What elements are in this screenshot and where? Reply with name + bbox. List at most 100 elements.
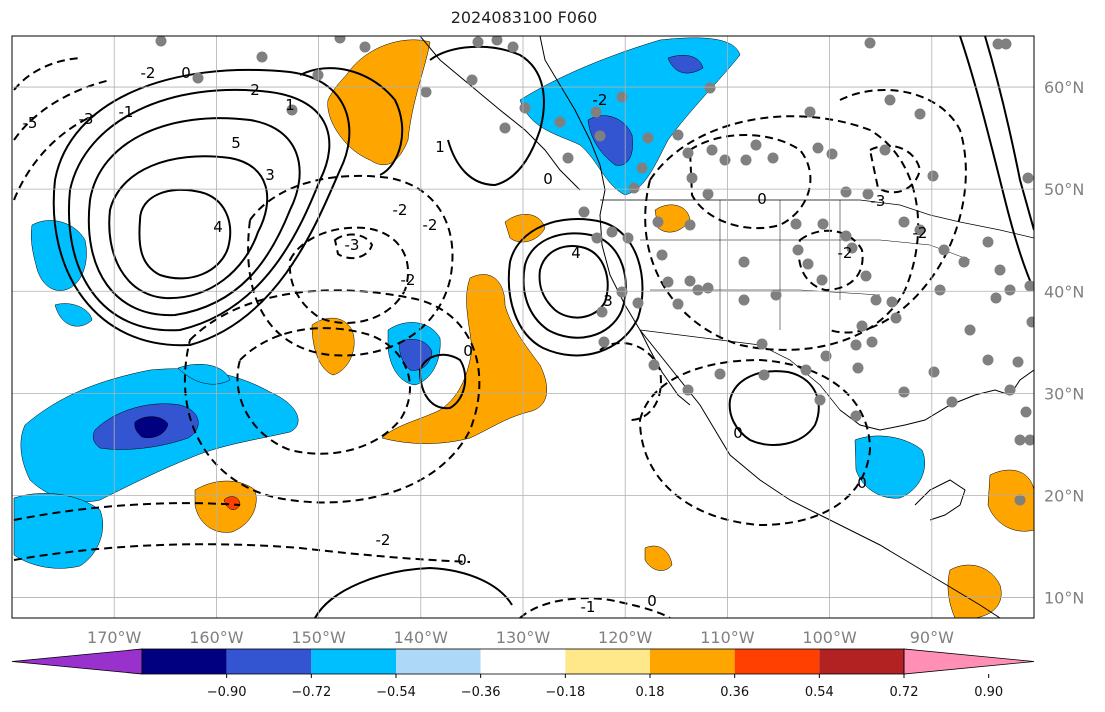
contour-label: -3 bbox=[79, 110, 94, 128]
station-dot bbox=[1012, 356, 1024, 368]
contour-label: -2 bbox=[593, 91, 608, 109]
station-dot bbox=[958, 256, 970, 268]
station-dot bbox=[702, 188, 714, 200]
station-dot bbox=[927, 170, 939, 182]
station-dot bbox=[898, 386, 910, 398]
positive-anomaly-central bbox=[311, 317, 355, 376]
map-title: 2024083100 F060 bbox=[450, 8, 598, 27]
negative-anomaly-tropical-band-2 bbox=[177, 363, 231, 385]
station-dot bbox=[982, 236, 994, 248]
station-dot bbox=[934, 284, 946, 296]
station-dot bbox=[866, 336, 878, 348]
contour-label: 0 bbox=[757, 190, 767, 208]
tropical-trough-2 bbox=[13, 502, 241, 521]
station-dot bbox=[890, 312, 902, 324]
negative-anomaly-bc-core bbox=[587, 115, 633, 166]
contour-label: -2 bbox=[393, 201, 408, 219]
station-dot bbox=[800, 364, 812, 376]
negative-anomaly-tropical-deep bbox=[134, 416, 169, 438]
high-contour-inner bbox=[138, 188, 232, 280]
station-dot bbox=[656, 249, 668, 261]
station-dot bbox=[770, 289, 782, 301]
longitude-tick-label: 90°W bbox=[910, 628, 954, 647]
station-dot bbox=[994, 264, 1006, 276]
colorbar-segment bbox=[565, 649, 650, 674]
contour-label: -1 bbox=[119, 103, 134, 121]
positive-anomaly-caribbean bbox=[987, 469, 1034, 532]
longitude-tick-label: 140°W bbox=[394, 628, 449, 647]
plains-trough-1 bbox=[688, 134, 812, 230]
station-dot bbox=[826, 148, 838, 160]
station-dot bbox=[616, 91, 628, 103]
contour-label: 0 bbox=[857, 474, 867, 492]
atlantic-high-2 bbox=[984, 36, 1034, 231]
station-dot bbox=[672, 129, 684, 141]
station-dot bbox=[702, 282, 714, 294]
station-dot bbox=[466, 74, 478, 86]
longitude-tick-label: 120°W bbox=[598, 628, 653, 647]
station-dot bbox=[914, 224, 926, 236]
station-dot bbox=[738, 256, 750, 268]
station-dot bbox=[1014, 434, 1026, 446]
station-dot bbox=[1004, 384, 1016, 396]
station-dot bbox=[594, 130, 606, 142]
high-contour-2 bbox=[108, 155, 269, 300]
station-dot bbox=[990, 292, 1002, 304]
station-dot bbox=[856, 320, 868, 332]
station-dot bbox=[814, 394, 826, 406]
station-dot bbox=[578, 206, 590, 218]
mid-trough-3 bbox=[247, 174, 454, 357]
station-dot bbox=[938, 244, 950, 256]
hawaii-high bbox=[418, 353, 467, 410]
mexico-trough bbox=[638, 358, 872, 527]
graticule bbox=[12, 36, 1034, 618]
contour-label: 1 bbox=[285, 96, 295, 114]
station-dot bbox=[714, 368, 726, 380]
colorbar-segment bbox=[734, 649, 820, 674]
contour-label: 0 bbox=[543, 170, 553, 188]
colorbar-segment bbox=[480, 649, 566, 674]
station-dot bbox=[590, 106, 602, 118]
station-dot bbox=[719, 154, 731, 166]
station-dot bbox=[802, 258, 814, 270]
low-ca-1 bbox=[538, 245, 609, 319]
station-dot bbox=[758, 369, 770, 381]
station-dot bbox=[738, 294, 750, 306]
station-dot bbox=[359, 41, 371, 53]
station-dot bbox=[499, 122, 511, 134]
station-dot bbox=[636, 162, 648, 174]
station-dot bbox=[750, 139, 762, 151]
station-dot bbox=[1020, 406, 1032, 418]
contour-label: 3 bbox=[265, 166, 275, 184]
station-dot bbox=[596, 306, 608, 318]
contour-labels: -5 -3 -1 -2 0 5 4 3 2 1 -2 -3 -2 4 3 0 -2 0 1 -2 -3 0 -2 -2 0 -1 0… bbox=[23, 64, 928, 616]
colorbar-tick-label: −0.54 bbox=[376, 685, 416, 700]
station-dot bbox=[879, 144, 891, 156]
station-dot bbox=[756, 338, 768, 350]
subtropical-trough-2 bbox=[183, 289, 481, 504]
station-dot bbox=[1026, 316, 1034, 328]
station-dot bbox=[946, 396, 958, 408]
station-dot bbox=[642, 132, 654, 144]
longitude-labels: 170°W 160°W 150°W 140°W 130°W 120°W 110°W 100°W… bbox=[87, 628, 954, 647]
plains-trough-2 bbox=[797, 229, 864, 292]
station-dot bbox=[155, 36, 167, 47]
contour-label: -2 bbox=[423, 216, 438, 234]
contour-label: 0 bbox=[647, 592, 657, 610]
latitude-labels: 10°N 20°N 30°N 40°N 50°N 60°N bbox=[1044, 78, 1084, 608]
station-dot bbox=[928, 366, 940, 378]
map-frame: -5 -3 -1 -2 0 5 4 3 2 1 -2 -3 -2 4 3 0 -2 0 1 -2 -3 0 -2 -2 0 -1 0… bbox=[11, 35, 1084, 647]
contour-label: 2 bbox=[250, 81, 260, 99]
west-trough-3 bbox=[13, 114, 96, 201]
station-markers bbox=[155, 36, 1034, 506]
positive-anomaly-south-central bbox=[194, 480, 257, 533]
station-dot bbox=[652, 216, 664, 228]
low-ca-3 bbox=[507, 218, 644, 357]
station-dot bbox=[692, 284, 704, 296]
station-dot bbox=[886, 296, 898, 308]
longitude-tick-label: 150°W bbox=[291, 628, 346, 647]
contour-label: -2 bbox=[141, 64, 156, 82]
colorbar-tick-label: −0.90 bbox=[207, 685, 247, 700]
colorbar-segment bbox=[226, 649, 312, 674]
colorbar-tick-label: −0.72 bbox=[291, 685, 331, 700]
